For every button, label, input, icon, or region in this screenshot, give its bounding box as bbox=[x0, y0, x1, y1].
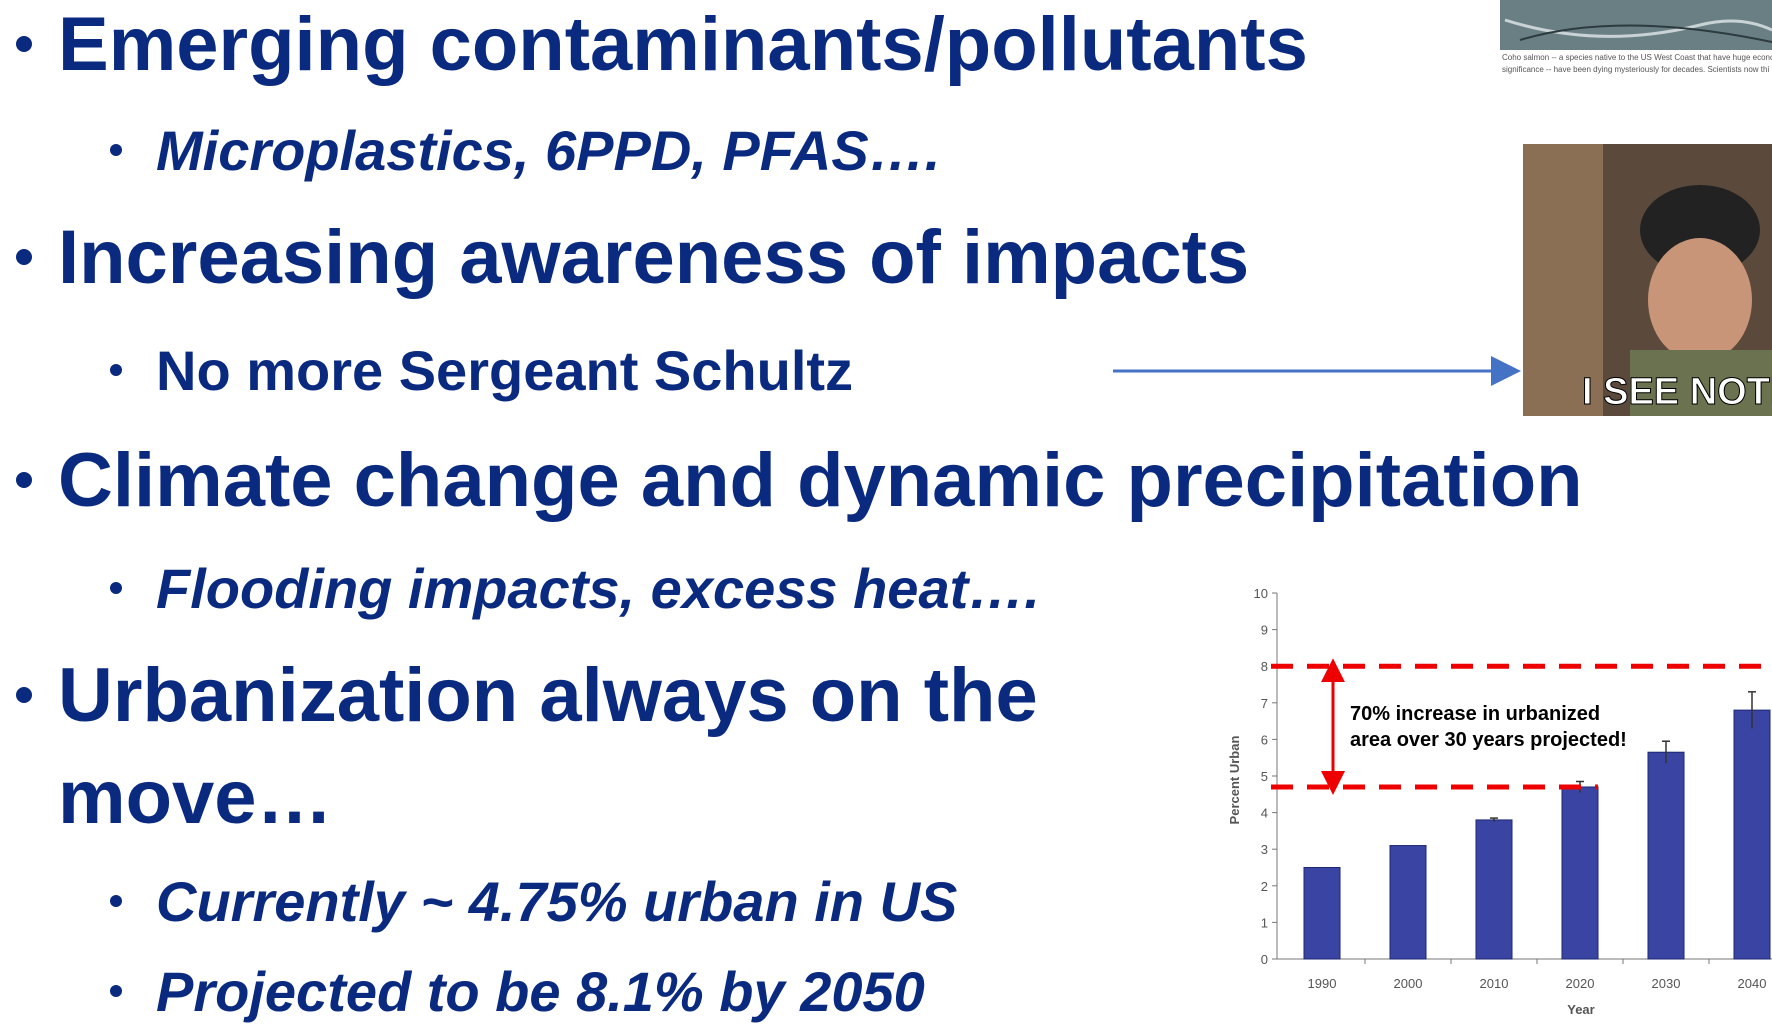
bar bbox=[1475, 819, 1513, 960]
bullet-dot bbox=[110, 985, 122, 997]
meme-image bbox=[1523, 144, 1772, 416]
sub-bullet-text: Currently ~ 4.75% urban in US bbox=[156, 870, 957, 933]
bullet-text: Urbanization always on the bbox=[58, 653, 1038, 738]
y-tick-label: 5 bbox=[1261, 769, 1268, 784]
meme-caption: I SEE NOTHI bbox=[1582, 371, 1772, 413]
bullet-dot bbox=[110, 144, 122, 156]
bullet-dot bbox=[16, 472, 32, 488]
x-axis-label: Year bbox=[1567, 1002, 1594, 1017]
bullet-dot bbox=[16, 687, 32, 703]
sub-bullet-text: Projected to be 8.1% by 2050 bbox=[156, 960, 925, 1023]
bullet-dot bbox=[16, 249, 32, 265]
annotation: area over 30 years projected! bbox=[1350, 729, 1627, 751]
bullet-dot bbox=[110, 364, 122, 376]
bullet-dot bbox=[110, 895, 122, 907]
x-tick-label: 2030 bbox=[1652, 976, 1681, 991]
x-tick-label: 2000 bbox=[1394, 976, 1423, 991]
y-tick-label: 2 bbox=[1261, 879, 1268, 894]
bar bbox=[1561, 786, 1599, 960]
y-tick-label: 9 bbox=[1261, 623, 1268, 638]
sub-bullet-text: No more Sergeant Schultz bbox=[156, 339, 853, 402]
y-tick-label: 8 bbox=[1261, 659, 1268, 674]
bullet-dot bbox=[110, 582, 122, 594]
bullet-dot bbox=[16, 36, 32, 52]
sub-bullet-text: Microplastics, 6PPD, PFAS…. bbox=[156, 119, 940, 182]
y-tick-label: 1 bbox=[1261, 915, 1268, 930]
bullet-text: Emerging contaminants/pollutants bbox=[58, 2, 1308, 87]
x-tick-label: 2010 bbox=[1480, 976, 1509, 991]
sub-bullet-text: Flooding impacts, excess heat…. bbox=[156, 557, 1040, 620]
bar bbox=[1389, 845, 1427, 960]
salmon-image bbox=[1500, 0, 1772, 50]
y-tick-label: 7 bbox=[1261, 696, 1268, 711]
image-caption: Coho salmon -- a species native to the U… bbox=[1502, 53, 1772, 62]
x-tick-label: 2020 bbox=[1566, 976, 1595, 991]
bar bbox=[1303, 867, 1341, 960]
y-tick-label: 3 bbox=[1261, 842, 1268, 857]
bullet-text: Increasing awareness of impacts bbox=[58, 215, 1249, 300]
annotation: 70% increase in urbanized bbox=[1350, 703, 1600, 725]
y-tick-label: 0 bbox=[1261, 952, 1268, 967]
image-caption: significance -- have been dying mysterio… bbox=[1502, 65, 1769, 74]
x-tick-label: 1990 bbox=[1308, 976, 1337, 991]
bar bbox=[1647, 751, 1685, 960]
y-axis-label: Percent Urban bbox=[1227, 736, 1242, 825]
bullet-text: Climate change and dynamic precipitation bbox=[58, 438, 1583, 523]
y-tick-label: 10 bbox=[1254, 586, 1268, 601]
bullet-text: move… bbox=[58, 755, 333, 840]
bar bbox=[1733, 709, 1771, 960]
x-tick-label: 2040 bbox=[1738, 976, 1767, 991]
y-tick-label: 4 bbox=[1261, 806, 1268, 821]
y-tick-label: 6 bbox=[1261, 732, 1268, 747]
